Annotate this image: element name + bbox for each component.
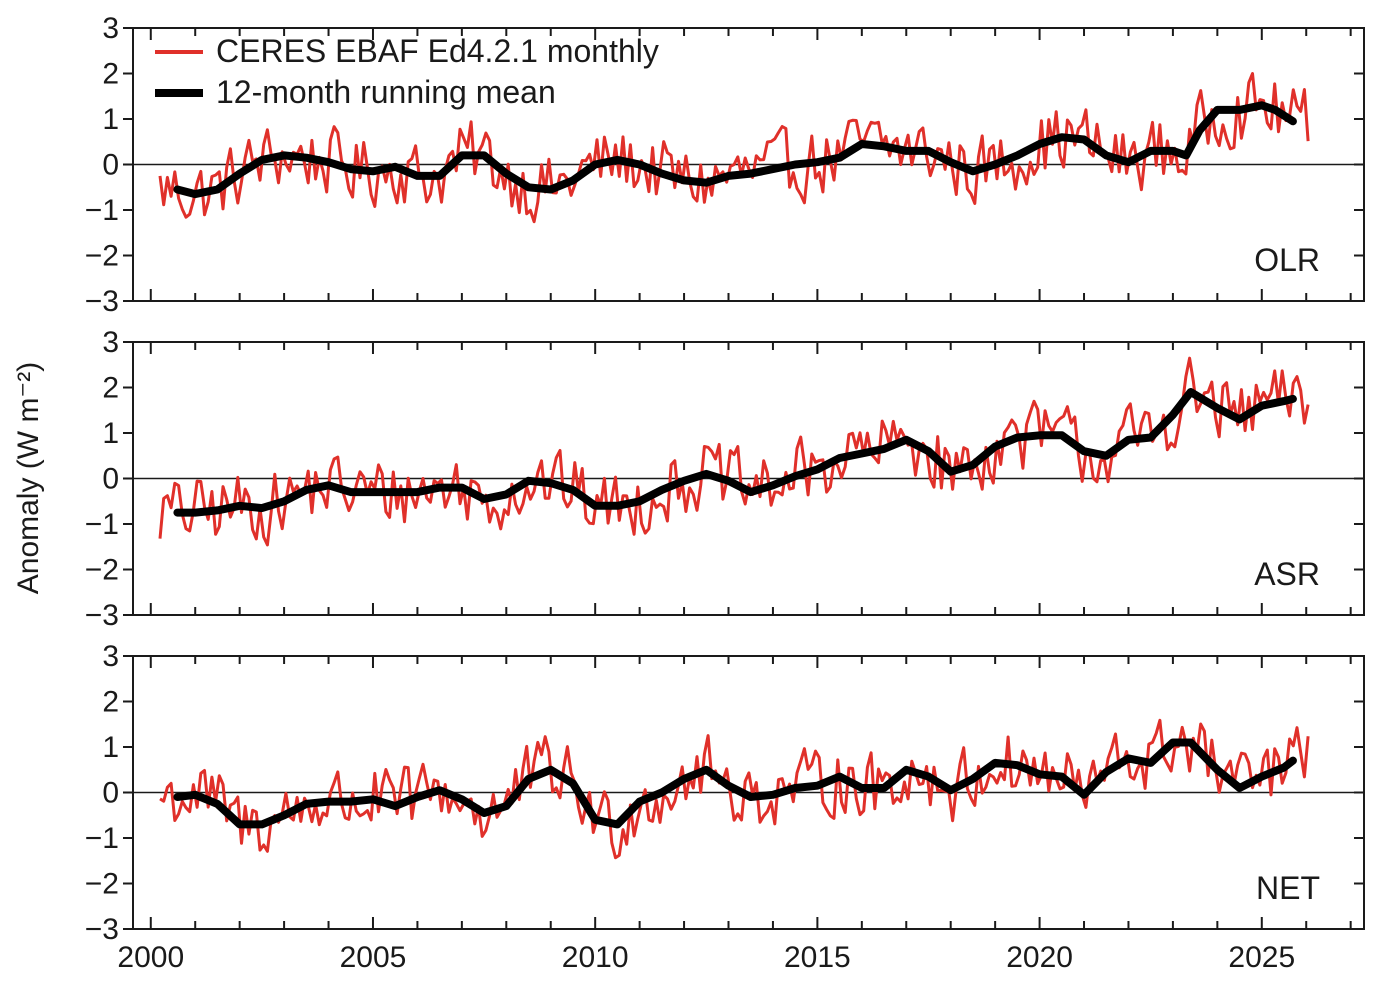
y-tick-label: 3 xyxy=(102,326,119,359)
x-tick-label: 2000 xyxy=(117,941,184,974)
y-tick-label: 0 xyxy=(102,463,119,496)
x-tick-label: 2020 xyxy=(1006,941,1073,974)
y-tick-label: 1 xyxy=(102,731,119,764)
y-tick-label: −3 xyxy=(85,913,119,946)
series-running-mean-net xyxy=(173,738,1297,829)
y-tick-label: 2 xyxy=(102,686,119,719)
panel-asr: −3 −2 −1 0 1 2 3 ASR xyxy=(85,326,1365,632)
legend-monthly-label: CERES EBAF Ed4.2.1 monthly xyxy=(216,33,659,69)
y-tick-label: −2 xyxy=(85,554,119,587)
y-tick-label: −3 xyxy=(85,285,119,318)
series-running-mean-asr xyxy=(173,388,1297,517)
y-tick-label: −1 xyxy=(85,194,119,227)
y-tick-label: −1 xyxy=(85,822,119,855)
panel-olr: −3 −2 −1 0 1 2 3 OLR xyxy=(85,12,1365,318)
y-tick-label: −3 xyxy=(85,599,119,632)
y-tick-label: −1 xyxy=(85,508,119,541)
panel-label-olr: OLR xyxy=(1254,242,1320,278)
y-tick-label: −2 xyxy=(85,240,119,273)
series-running-mean-olr xyxy=(173,101,1297,199)
y-tick-label: −2 xyxy=(85,868,119,901)
y-tick-label: 2 xyxy=(102,58,119,91)
panel-net: −3 −2 −1 0 1 2 3 NET xyxy=(85,640,1365,946)
y-tick-label: 2 xyxy=(102,372,119,405)
legend: CERES EBAF Ed4.2.1 monthly 12-month runn… xyxy=(155,33,659,110)
legend-mean-label: 12-month running mean xyxy=(216,74,556,110)
panel-label-asr: ASR xyxy=(1254,556,1320,592)
y-axis-label: Anomaly (W m⁻²) xyxy=(12,362,45,595)
series-monthly-olr xyxy=(158,72,1310,224)
panels: −3 −2 −1 0 1 2 3 OLR −3 −2 −1 0 1 2 3 ASR −3 −2 −1 0 1 2 3 NET 2… xyxy=(85,12,1365,974)
x-tick-label: 2005 xyxy=(340,941,407,974)
y-tick-label: 3 xyxy=(102,12,119,45)
x-tick-label: 2015 xyxy=(784,941,851,974)
panel-label-net: NET xyxy=(1256,870,1320,906)
series-monthly-asr xyxy=(158,356,1310,547)
y-tick-label: 3 xyxy=(102,640,119,673)
x-tick-label: 2025 xyxy=(1228,941,1295,974)
y-tick-label: 1 xyxy=(102,417,119,450)
y-tick-label: 0 xyxy=(102,777,119,810)
y-tick-label: 1 xyxy=(102,103,119,136)
x-tick-label: 2010 xyxy=(562,941,629,974)
y-tick-label: 0 xyxy=(102,149,119,182)
